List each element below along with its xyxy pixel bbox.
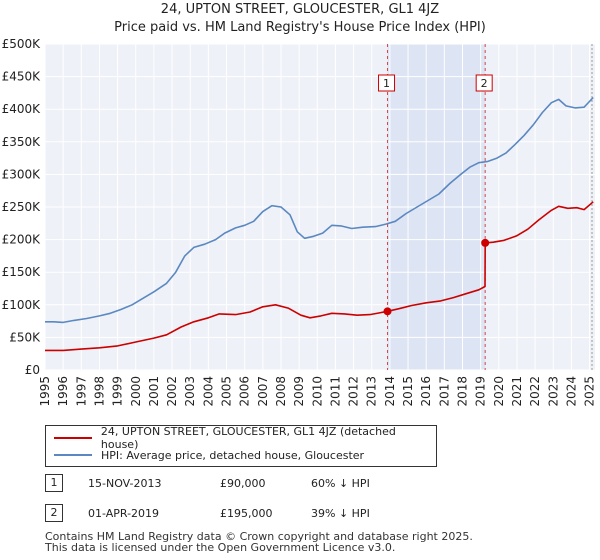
sale-marker-label: 1 [383,77,390,90]
x-tick-label: 1999 [111,376,125,407]
x-tick-label: 2022 [528,376,542,407]
x-tick-label: 2012 [347,376,361,407]
sale-point [481,238,490,247]
y-tick-label: £400K [2,102,42,116]
x-tick-label: 2000 [129,376,143,407]
sale-marker-label: 2 [481,77,488,90]
x-tick-label: 2020 [492,376,506,407]
sale-point [383,307,392,316]
x-tick-label: 2007 [256,376,270,407]
x-tick-label: 2024 [564,376,578,407]
transaction-price: £90,000 [220,477,266,490]
legend-swatch-hpi [54,454,92,456]
y-tick-label: £350K [2,135,42,149]
x-tick-label: 1998 [92,376,106,407]
transaction-number-badge: 1 [45,474,63,492]
legend: 24, UPTON STREET, GLOUCESTER, GL1 4JZ (d… [45,425,437,467]
chart-subtitle: Price paid vs. HM Land Registry's House … [114,20,486,35]
x-tick-label: 2014 [383,376,397,407]
transaction-hpi-diff: 60% ↓ HPI [311,477,370,490]
x-tick-label: 2018 [455,376,469,407]
sale-marker-box [475,74,493,92]
x-tick-label: 2006 [238,376,252,407]
y-tick-label: £500K [2,37,42,51]
y-tick-label: £50K [9,330,41,344]
legend-swatch-property [54,437,92,439]
y-tick-label: £250K [2,200,42,214]
x-tick-label: 2002 [165,376,179,407]
x-tick-label: 2008 [274,376,288,407]
legend-entry-property: 24, UPTON STREET, GLOUCESTER, GL1 4JZ (d… [54,425,436,451]
x-tick-label: 2005 [220,376,234,407]
x-tick-label: 2025 [583,376,597,407]
transaction-price: £195,000 [220,507,273,520]
x-tick-label: 2009 [292,376,306,407]
legend-entry-hpi: HPI: Average price, detached house, Glou… [54,447,364,463]
legend-label-hpi: HPI: Average price, detached house, Glou… [101,448,365,462]
x-tick-label: 2017 [437,376,451,407]
footer-licence: This data is licensed under the Open Gov… [45,541,396,554]
sale-marker-box [378,74,396,92]
x-tick-label: 2023 [546,376,560,407]
hpi-line [45,96,594,324]
x-tick-label: 2001 [147,376,161,407]
x-tick-label: 2003 [183,376,197,407]
transaction-number-badge: 2 [45,504,63,522]
x-tick-label: 2010 [310,376,324,407]
x-tick-label: 2013 [365,376,379,407]
x-tick-label: 2016 [419,376,433,407]
x-tick-label: 1997 [74,376,88,407]
x-tick-label: 2011 [328,376,342,407]
transaction-row: 2 01-APR-2019 £195,000 39% ↓ HPI [45,504,445,524]
x-tick-label: 2019 [474,376,488,407]
transaction-hpi-diff: 39% ↓ HPI [311,507,370,520]
transaction-date: 01-APR-2019 [88,507,160,520]
y-tick-label: £150K [2,265,42,279]
x-tick-label: 1996 [56,376,70,407]
chart-title: 24, UPTON STREET, GLOUCESTER, GL1 4JZ [160,2,440,17]
x-tick-label: 1995 [38,376,52,407]
y-tick-label: £450K [2,70,42,84]
x-tick-label: 2004 [201,376,215,407]
y-tick-label: £0 [25,363,40,377]
transaction-date: 15-NOV-2013 [88,477,162,490]
x-tick-label: 2015 [401,376,415,407]
x-tick-label: 2021 [510,376,524,407]
property-price-line [45,201,594,352]
footer: Contains HM Land Registry data © Crown c… [45,531,473,553]
footer-copyright: Contains HM Land Registry data © Crown c… [45,530,473,543]
y-tick-label: £200K [2,233,42,247]
price-chart: £0 £50K £100K £150K £200K £250K £300K £350K £400… [2,37,597,407]
transaction-row: 1 15-NOV-2013 £90,000 60% ↓ HPI [45,474,445,494]
y-tick-label: £300K [2,167,42,181]
legend-label-property: 24, UPTON STREET, GLOUCESTER, GL1 4JZ (d… [100,425,396,451]
y-tick-label: £100K [2,298,42,312]
